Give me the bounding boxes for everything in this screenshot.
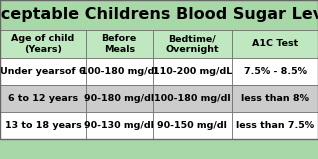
Bar bbox=[153, 58, 232, 85]
Bar bbox=[153, 30, 232, 58]
Bar bbox=[86, 30, 153, 58]
Text: 13 to 18 years: 13 to 18 years bbox=[4, 121, 81, 130]
Text: 90-150 mg/dl: 90-150 mg/dl bbox=[157, 121, 227, 130]
Bar bbox=[153, 85, 232, 112]
Bar bbox=[0, 0, 318, 139]
Bar bbox=[232, 58, 318, 85]
Bar bbox=[0, 112, 86, 139]
Text: 6 to 12 years: 6 to 12 years bbox=[8, 94, 78, 103]
Bar bbox=[232, 85, 318, 112]
Text: 110-200 mg/dL: 110-200 mg/dL bbox=[153, 67, 232, 76]
Text: less than 8%: less than 8% bbox=[241, 94, 309, 103]
Text: 7.5% - 8.5%: 7.5% - 8.5% bbox=[244, 67, 307, 76]
Text: Before
Meals: Before Meals bbox=[102, 34, 137, 54]
Text: 90-180 mg/dl: 90-180 mg/dl bbox=[84, 94, 154, 103]
Bar bbox=[86, 85, 153, 112]
Bar bbox=[0, 85, 86, 112]
Bar bbox=[0, 30, 86, 58]
Text: 100-180 mg/dl: 100-180 mg/dl bbox=[154, 94, 231, 103]
Text: A1C Test: A1C Test bbox=[252, 39, 298, 48]
Bar bbox=[232, 112, 318, 139]
Bar bbox=[232, 30, 318, 58]
Text: Bedtime/
Overnight: Bedtime/ Overnight bbox=[166, 34, 219, 54]
Text: 100-180 mg/dl: 100-180 mg/dl bbox=[81, 67, 157, 76]
Text: 90-130 mg/dl: 90-130 mg/dl bbox=[84, 121, 154, 130]
Text: Under yearsof 6: Under yearsof 6 bbox=[0, 67, 86, 76]
Bar bbox=[0, 58, 86, 85]
Text: Age of child
(Years): Age of child (Years) bbox=[11, 34, 74, 54]
Bar bbox=[86, 58, 153, 85]
Bar bbox=[153, 112, 232, 139]
Text: less than 7.5%: less than 7.5% bbox=[236, 121, 314, 130]
Text: Acceptable Childrens Blood Sugar Level: Acceptable Childrens Blood Sugar Level bbox=[0, 7, 318, 23]
Bar bbox=[86, 112, 153, 139]
Bar bbox=[0, 0, 318, 30]
